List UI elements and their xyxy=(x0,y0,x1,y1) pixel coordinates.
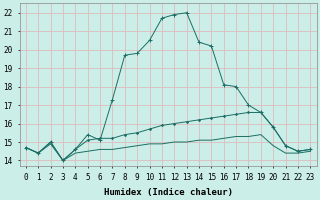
X-axis label: Humidex (Indice chaleur): Humidex (Indice chaleur) xyxy=(104,188,233,197)
